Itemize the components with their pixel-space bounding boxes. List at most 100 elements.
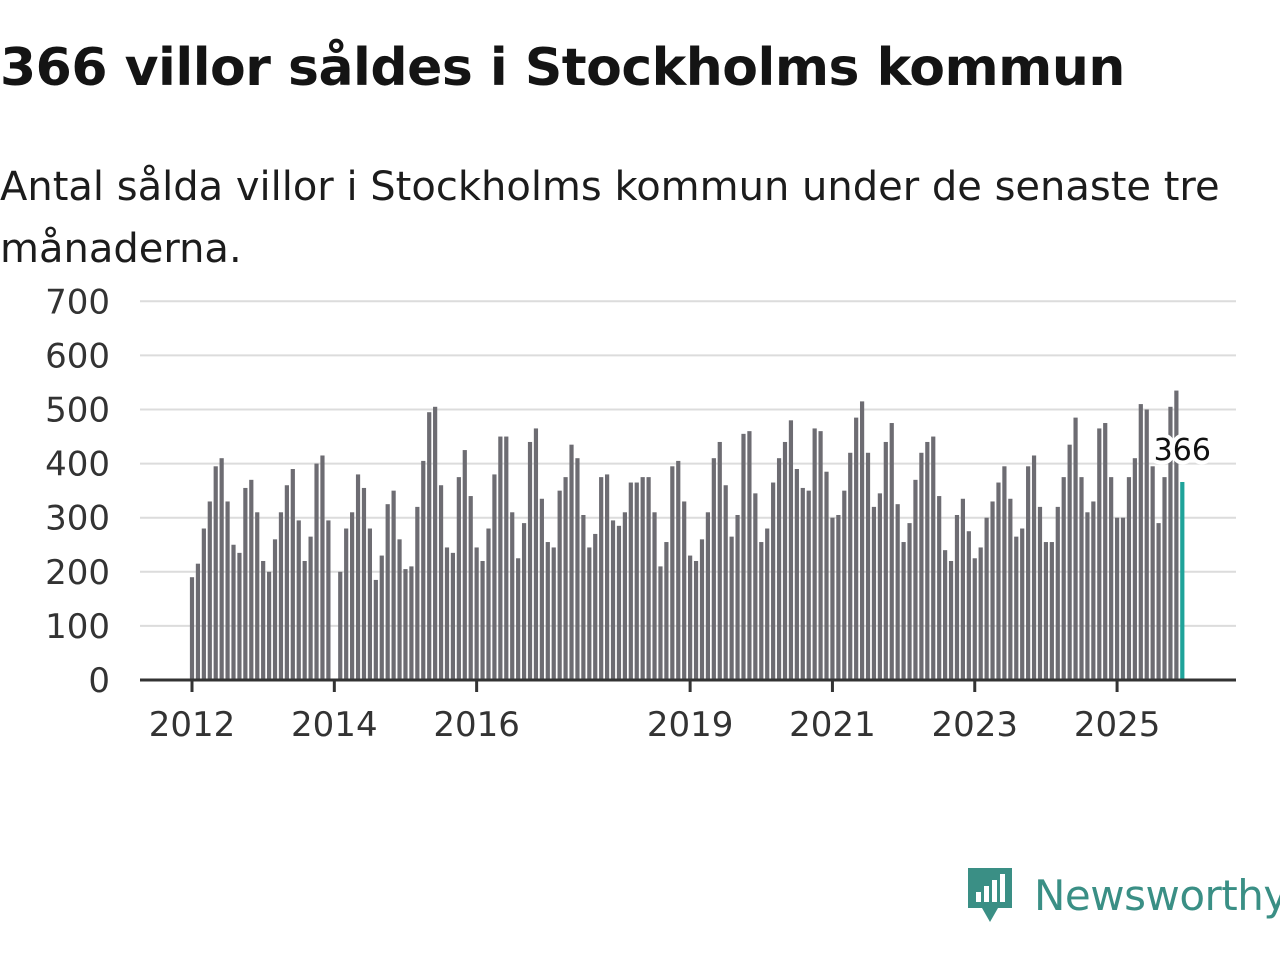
bar [486,528,491,680]
bar [652,512,657,680]
bar [1109,477,1114,680]
bar [1144,409,1149,680]
bar [569,444,574,680]
bar [468,496,473,680]
bar [272,539,278,680]
bar [788,420,794,680]
bars [189,390,1185,680]
x-tick-label: 2014 [291,705,378,745]
bar [504,436,509,680]
bar [859,401,865,680]
bar [225,501,230,680]
bar [842,490,847,680]
bar [871,506,877,680]
bar [527,441,533,680]
bar [219,458,224,680]
bar [1114,517,1120,680]
bar [1031,455,1037,680]
bar [800,487,805,680]
bar [693,560,699,680]
bar [984,517,989,680]
bar [278,512,284,680]
bar [824,471,829,680]
bar [907,523,912,680]
bar [243,487,248,680]
bar [545,542,550,680]
bar [213,466,218,680]
bar [771,482,776,680]
bar [711,458,716,680]
bar [1002,466,1007,680]
bar [836,514,841,680]
bar [646,477,651,680]
bar [877,493,882,680]
bar [688,555,693,680]
bar [207,501,212,680]
brand-name: Newsworthy [1034,870,1280,920]
bar [682,501,687,680]
bar [1174,390,1179,680]
bar [978,547,983,680]
y-tick-label: 100 [45,607,110,647]
bar [492,474,497,680]
bar [320,455,325,680]
bar [705,512,711,680]
highlight-value-label: 366 [1154,433,1211,468]
bar [415,506,420,680]
bar [830,517,835,680]
bar [409,566,414,680]
bar [462,450,467,680]
bar [474,547,479,680]
bar [189,577,195,680]
bar [865,452,871,680]
x-tick-label: 2012 [149,705,236,745]
bar [433,406,438,680]
y-tick-label: 300 [45,499,110,539]
bar [901,542,906,680]
bar [972,558,977,680]
bar [699,539,705,680]
bar [1156,523,1161,680]
bar [818,431,823,680]
bar [1097,428,1102,680]
bar [421,460,426,680]
bar [403,569,408,680]
bar [456,477,461,680]
bar [990,501,995,680]
bar [1061,477,1066,680]
bar [302,560,307,680]
bar [195,563,201,680]
bar [308,536,313,680]
y-tick-label: 700 [45,282,110,322]
bar [1049,542,1054,680]
bar [1085,512,1090,680]
bar [266,571,272,680]
bar [326,520,331,680]
y-tick-label: 400 [45,445,110,485]
bar [1132,458,1137,680]
bar [1168,406,1173,680]
bar [498,436,503,680]
bar [201,528,206,680]
newsworthy-brand: Newsworthy [964,864,1280,926]
bar [943,550,948,680]
chart-title: 366 villor såldes i Stockholms kommun [0,38,1125,98]
bar [1026,466,1031,680]
y-tick-label: 200 [45,553,110,593]
bar [521,523,527,680]
bar [338,571,343,680]
bar [533,428,539,680]
bar [284,485,289,680]
chart-subtitle: Antal sålda villor i Stockholms kommun u… [0,164,1220,272]
bar [581,514,586,680]
bar [729,536,734,680]
bar [634,482,639,680]
bar [391,490,396,680]
bar [1037,506,1043,680]
bar [593,533,598,680]
bar [1020,528,1025,680]
bar [1055,506,1060,680]
bar [966,531,971,680]
bar [385,504,390,680]
